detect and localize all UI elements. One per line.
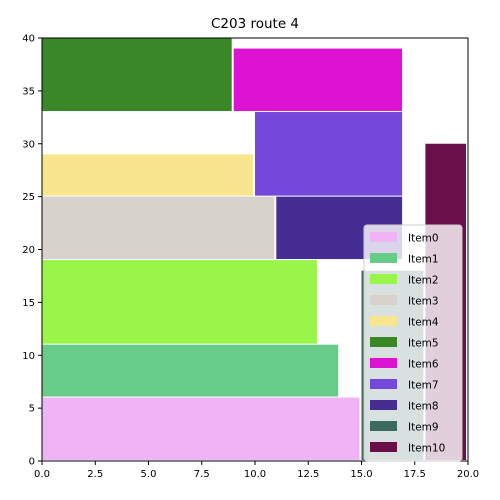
legend-swatch-item8 bbox=[370, 400, 397, 410]
legend-swatch-item1 bbox=[370, 253, 397, 263]
legend-swatch-item0 bbox=[370, 232, 397, 242]
rect-item1 bbox=[42, 344, 339, 397]
legend-label-item6: Item6 bbox=[408, 359, 439, 371]
chart-title: C203 route 4 bbox=[211, 16, 299, 32]
legend-swatch-item5 bbox=[370, 337, 397, 347]
y-tick-label: 20 bbox=[22, 245, 35, 256]
rect-item5 bbox=[42, 38, 232, 112]
legend-swatch-item6 bbox=[370, 358, 397, 368]
legend-label-item2: Item2 bbox=[408, 275, 439, 287]
y-tick-label: 10 bbox=[22, 351, 35, 362]
y-tick-label: 30 bbox=[22, 139, 35, 150]
y-tick-label: 0 bbox=[29, 457, 35, 468]
x-tick-label: 17.5 bbox=[404, 469, 426, 480]
y-tick-label: 25 bbox=[22, 192, 35, 203]
x-tick-label: 0.0 bbox=[34, 469, 50, 480]
y-tick-label: 15 bbox=[22, 298, 35, 309]
legend-swatch-item3 bbox=[370, 295, 397, 305]
rect-item7 bbox=[255, 112, 403, 196]
x-tick-label: 2.5 bbox=[87, 469, 103, 480]
x-tick-label: 20.0 bbox=[457, 469, 479, 480]
legend: Item0 Item1 Item2 Item3 Item4 Item5 Item6 Item7… bbox=[363, 224, 463, 462]
legend-swatch-item7 bbox=[370, 379, 397, 389]
rect-item6 bbox=[233, 48, 403, 112]
x-tick-label: 15.0 bbox=[350, 469, 372, 480]
legend-swatch-item10 bbox=[370, 442, 397, 452]
legend-label-item3: Item3 bbox=[408, 296, 439, 308]
legend-swatch-item4 bbox=[370, 316, 397, 326]
legend-label-item8: Item8 bbox=[408, 401, 439, 413]
y-tick-label: 35 bbox=[22, 86, 35, 97]
y-tick-label: 40 bbox=[22, 34, 35, 45]
axes-layer: 0.0 2.5 5.0 7.5 10.0 12.5 15.0 17.5 20.0 0 5 10 15 20… bbox=[22, 34, 479, 481]
rect-item4 bbox=[42, 154, 253, 196]
x-tick-label: 10.0 bbox=[244, 469, 266, 480]
rect-item0 bbox=[42, 397, 360, 460]
legend-label-item10: Item10 bbox=[408, 443, 445, 455]
x-tick-label: 7.5 bbox=[194, 469, 210, 480]
legend-label-item4: Item4 bbox=[408, 317, 439, 329]
y-tick-label: 5 bbox=[29, 404, 35, 415]
rect-item2 bbox=[42, 260, 317, 344]
legend-label-item7: Item7 bbox=[408, 380, 439, 392]
rect-item3 bbox=[42, 196, 275, 260]
legend-label-item5: Item5 bbox=[408, 338, 439, 350]
legend-label-item0: Item0 bbox=[408, 233, 439, 245]
x-tick-label: 5.0 bbox=[141, 469, 157, 480]
legend-label-item9: Item9 bbox=[408, 422, 439, 434]
legend-label-item1: Item1 bbox=[408, 254, 439, 266]
legend-swatch-item9 bbox=[370, 421, 397, 431]
x-tick-label: 12.5 bbox=[297, 469, 319, 480]
legend-swatch-item2 bbox=[370, 274, 397, 284]
